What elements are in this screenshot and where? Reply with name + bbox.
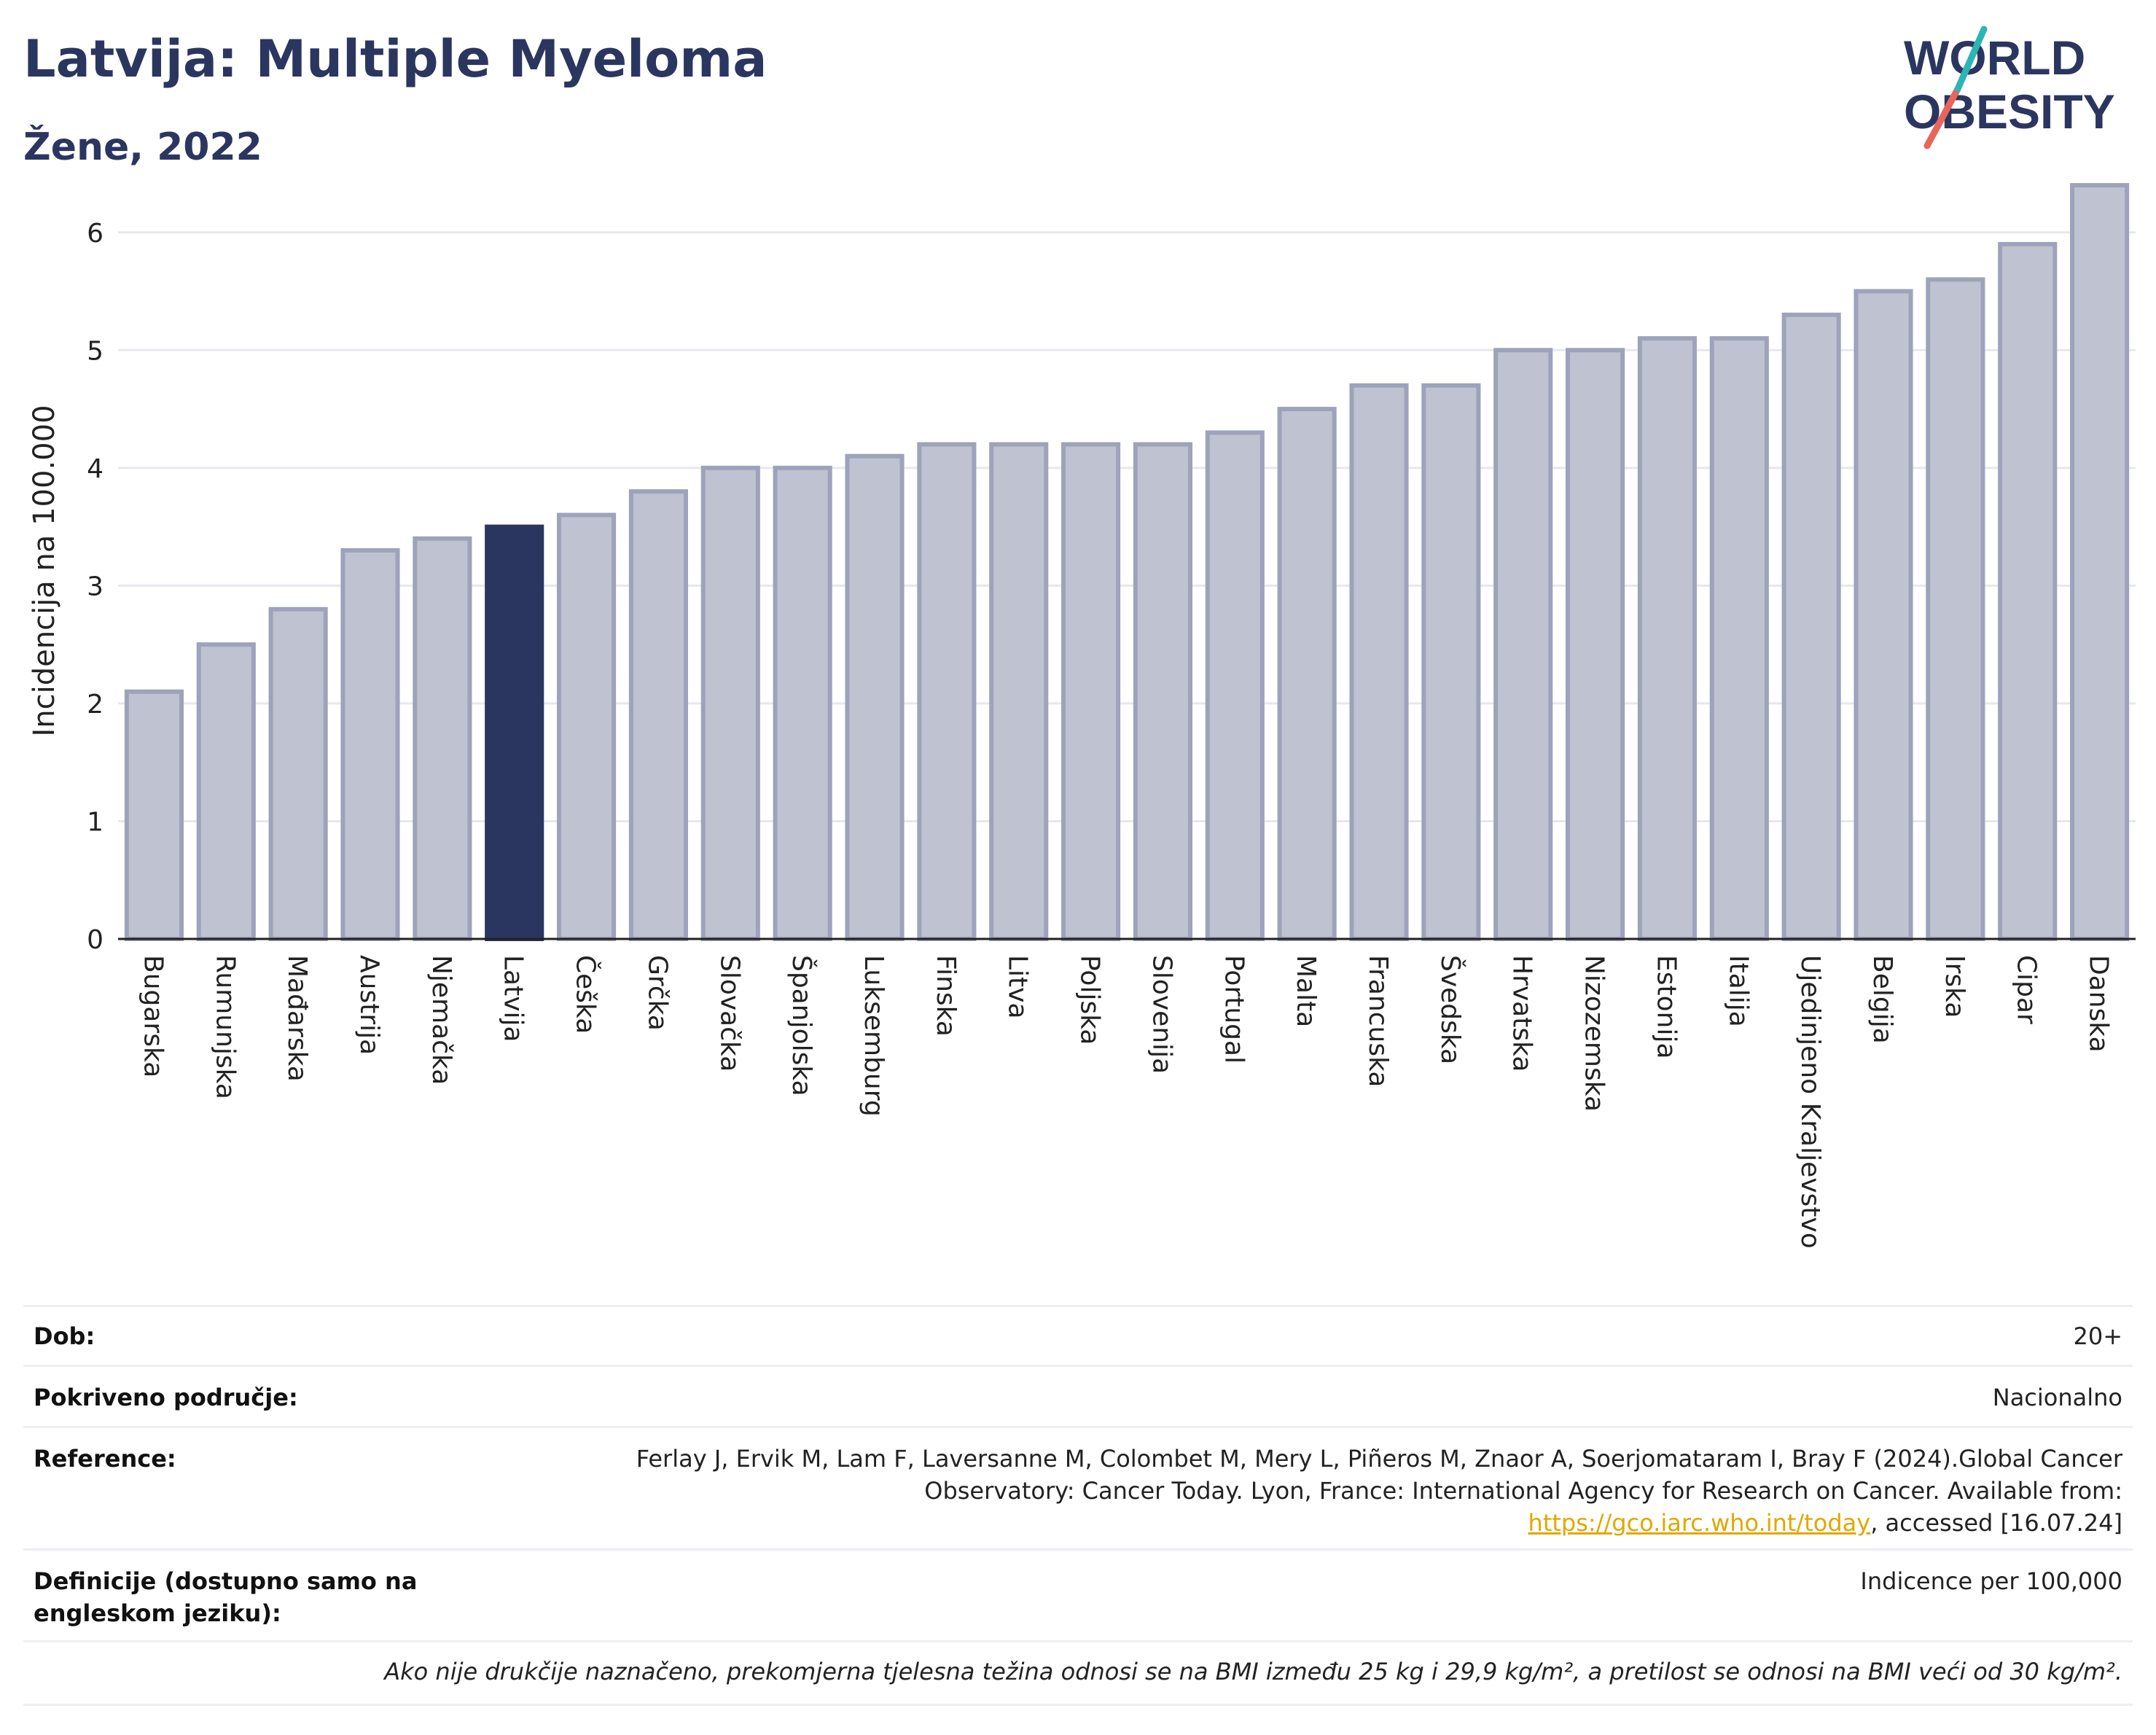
x-tick-label: Bugarska xyxy=(138,955,168,1077)
coverage-value: Nacionalno xyxy=(1992,1384,2122,1411)
bar xyxy=(340,547,400,941)
y-axis-title: Incidencija na 100.000 xyxy=(28,405,61,736)
logo-slash-lower xyxy=(1923,85,1961,149)
meta-row-definitions: Definicije (dostupno samo na engleskom j… xyxy=(23,1548,2133,1641)
bar xyxy=(1566,348,1625,941)
x-tick-label: Luksemburg xyxy=(859,955,888,1117)
x-tick-label: Portugal xyxy=(1219,955,1249,1064)
chart-title: Latvija: Multiple Myeloma xyxy=(23,29,768,89)
bar xyxy=(196,642,256,942)
meta-row-reference: Reference: Ferlay J, Ervik M, Lam F, Lav… xyxy=(23,1426,2133,1549)
y-tick-label: 4 xyxy=(87,454,103,484)
bar xyxy=(1205,430,1265,941)
bar xyxy=(773,465,832,941)
x-tick-label: Švedska xyxy=(1435,955,1466,1064)
bar xyxy=(268,607,328,941)
meta-row-footnote: Ako nije drukčije naznačeno, prekomjerna… xyxy=(23,1640,2133,1706)
x-tick-label: Finska xyxy=(931,955,961,1037)
x-tick-label: Slovenija xyxy=(1147,955,1176,1074)
bar xyxy=(1854,289,1913,941)
x-tick-label: Austrija xyxy=(354,955,384,1055)
y-tick-label: 2 xyxy=(87,690,103,720)
chart-subtitle: Žene, 2022 xyxy=(23,125,262,169)
x-tick-label: Ujedinjeno Kraljevstvo xyxy=(1795,955,1825,1249)
meta-row-age: Dob: 20+ xyxy=(23,1305,2133,1365)
x-tick-label: Rumunjska xyxy=(210,955,240,1099)
x-tick-label: Francuska xyxy=(1363,955,1393,1087)
x-tick-label: Irska xyxy=(1940,955,1969,1018)
bar xyxy=(845,453,905,941)
x-tick-label: Malta xyxy=(1291,955,1321,1027)
bar xyxy=(413,536,472,941)
bar xyxy=(1061,442,1121,941)
logo-slash-upper xyxy=(1954,26,1988,93)
bar xyxy=(1637,336,1697,941)
bar-chart: 0 1 2 3 4 5 6 Incidencija na 100.000 Bugarska Rum… xyxy=(28,183,2136,1249)
x-tick-label: Španjolska xyxy=(786,955,817,1096)
coverage-label: Pokriveno područje: xyxy=(34,1384,298,1411)
x-tick-label: Italija xyxy=(1723,955,1753,1027)
bar xyxy=(2070,183,2130,942)
x-tick-label: Litva xyxy=(1003,955,1033,1019)
bar xyxy=(1277,407,1337,941)
y-tick-label: 1 xyxy=(87,807,103,837)
reference-value: Ferlay J, Ervik M, Lam F, Laversanne M, … xyxy=(570,1443,2122,1539)
bar xyxy=(1709,336,1769,941)
obesity-definition-footnote: Ako nije drukčije naznačeno, prekomjerna… xyxy=(384,1658,2122,1685)
y-tick-label: 3 xyxy=(87,572,103,601)
x-tick-label: Grčka xyxy=(642,955,672,1031)
x-tick-label: Danska xyxy=(2084,955,2114,1053)
reference-accessed: , accessed [16.07.24] xyxy=(1870,1509,2122,1537)
x-tick-label: Latvija xyxy=(499,955,528,1042)
reference-label: Reference: xyxy=(34,1445,176,1473)
logo-line1: WORLD xyxy=(1904,31,2085,85)
bar xyxy=(124,689,184,941)
definitions-value: Indicence per 100,000 xyxy=(1860,1567,2122,1595)
bar-highlighted xyxy=(485,524,544,941)
bar xyxy=(1349,383,1409,941)
x-tick-label: Estonija xyxy=(1651,955,1681,1059)
x-tick-label: Cipar xyxy=(2012,955,2042,1024)
reference-link[interactable]: https://gco.iarc.who.int/today xyxy=(1528,1509,1871,1537)
bar xyxy=(1998,241,2058,941)
age-label: Dob: xyxy=(34,1322,95,1350)
x-tick-label: Belgija xyxy=(1867,955,1897,1044)
bar xyxy=(917,442,977,941)
x-tick-label: Mađarska xyxy=(282,955,312,1082)
bar xyxy=(1421,383,1481,941)
y-tick-label: 6 xyxy=(87,219,103,249)
bar xyxy=(628,489,688,941)
bar xyxy=(557,512,617,941)
bar xyxy=(989,442,1049,941)
x-tick-label: Slovačka xyxy=(714,955,744,1072)
x-tick-label: Nizozemska xyxy=(1579,955,1609,1112)
bar xyxy=(1133,442,1192,941)
bar xyxy=(1493,348,1553,941)
y-tick-label: 0 xyxy=(87,925,103,955)
definitions-label: Definicije (dostupno samo na engleskom j… xyxy=(34,1567,418,1627)
x-tick-label: Njemačka xyxy=(426,955,456,1085)
x-tick-label: Češka xyxy=(571,955,601,1034)
age-value: 20+ xyxy=(2073,1322,2122,1350)
bar xyxy=(1926,277,1985,941)
meta-row-coverage: Pokriveno područje: Nacionalno xyxy=(23,1365,2133,1427)
world-obesity-logo: WORLD OBESITY xyxy=(1904,26,2115,149)
bar xyxy=(700,465,760,941)
x-tick-label: Poljska xyxy=(1075,955,1105,1045)
bar xyxy=(1781,312,1841,942)
x-tick-label: Hrvatska xyxy=(1507,955,1537,1072)
reference-text: Ferlay J, Ervik M, Lam F, Laversanne M, … xyxy=(636,1445,2122,1505)
y-tick-label: 5 xyxy=(87,336,103,366)
